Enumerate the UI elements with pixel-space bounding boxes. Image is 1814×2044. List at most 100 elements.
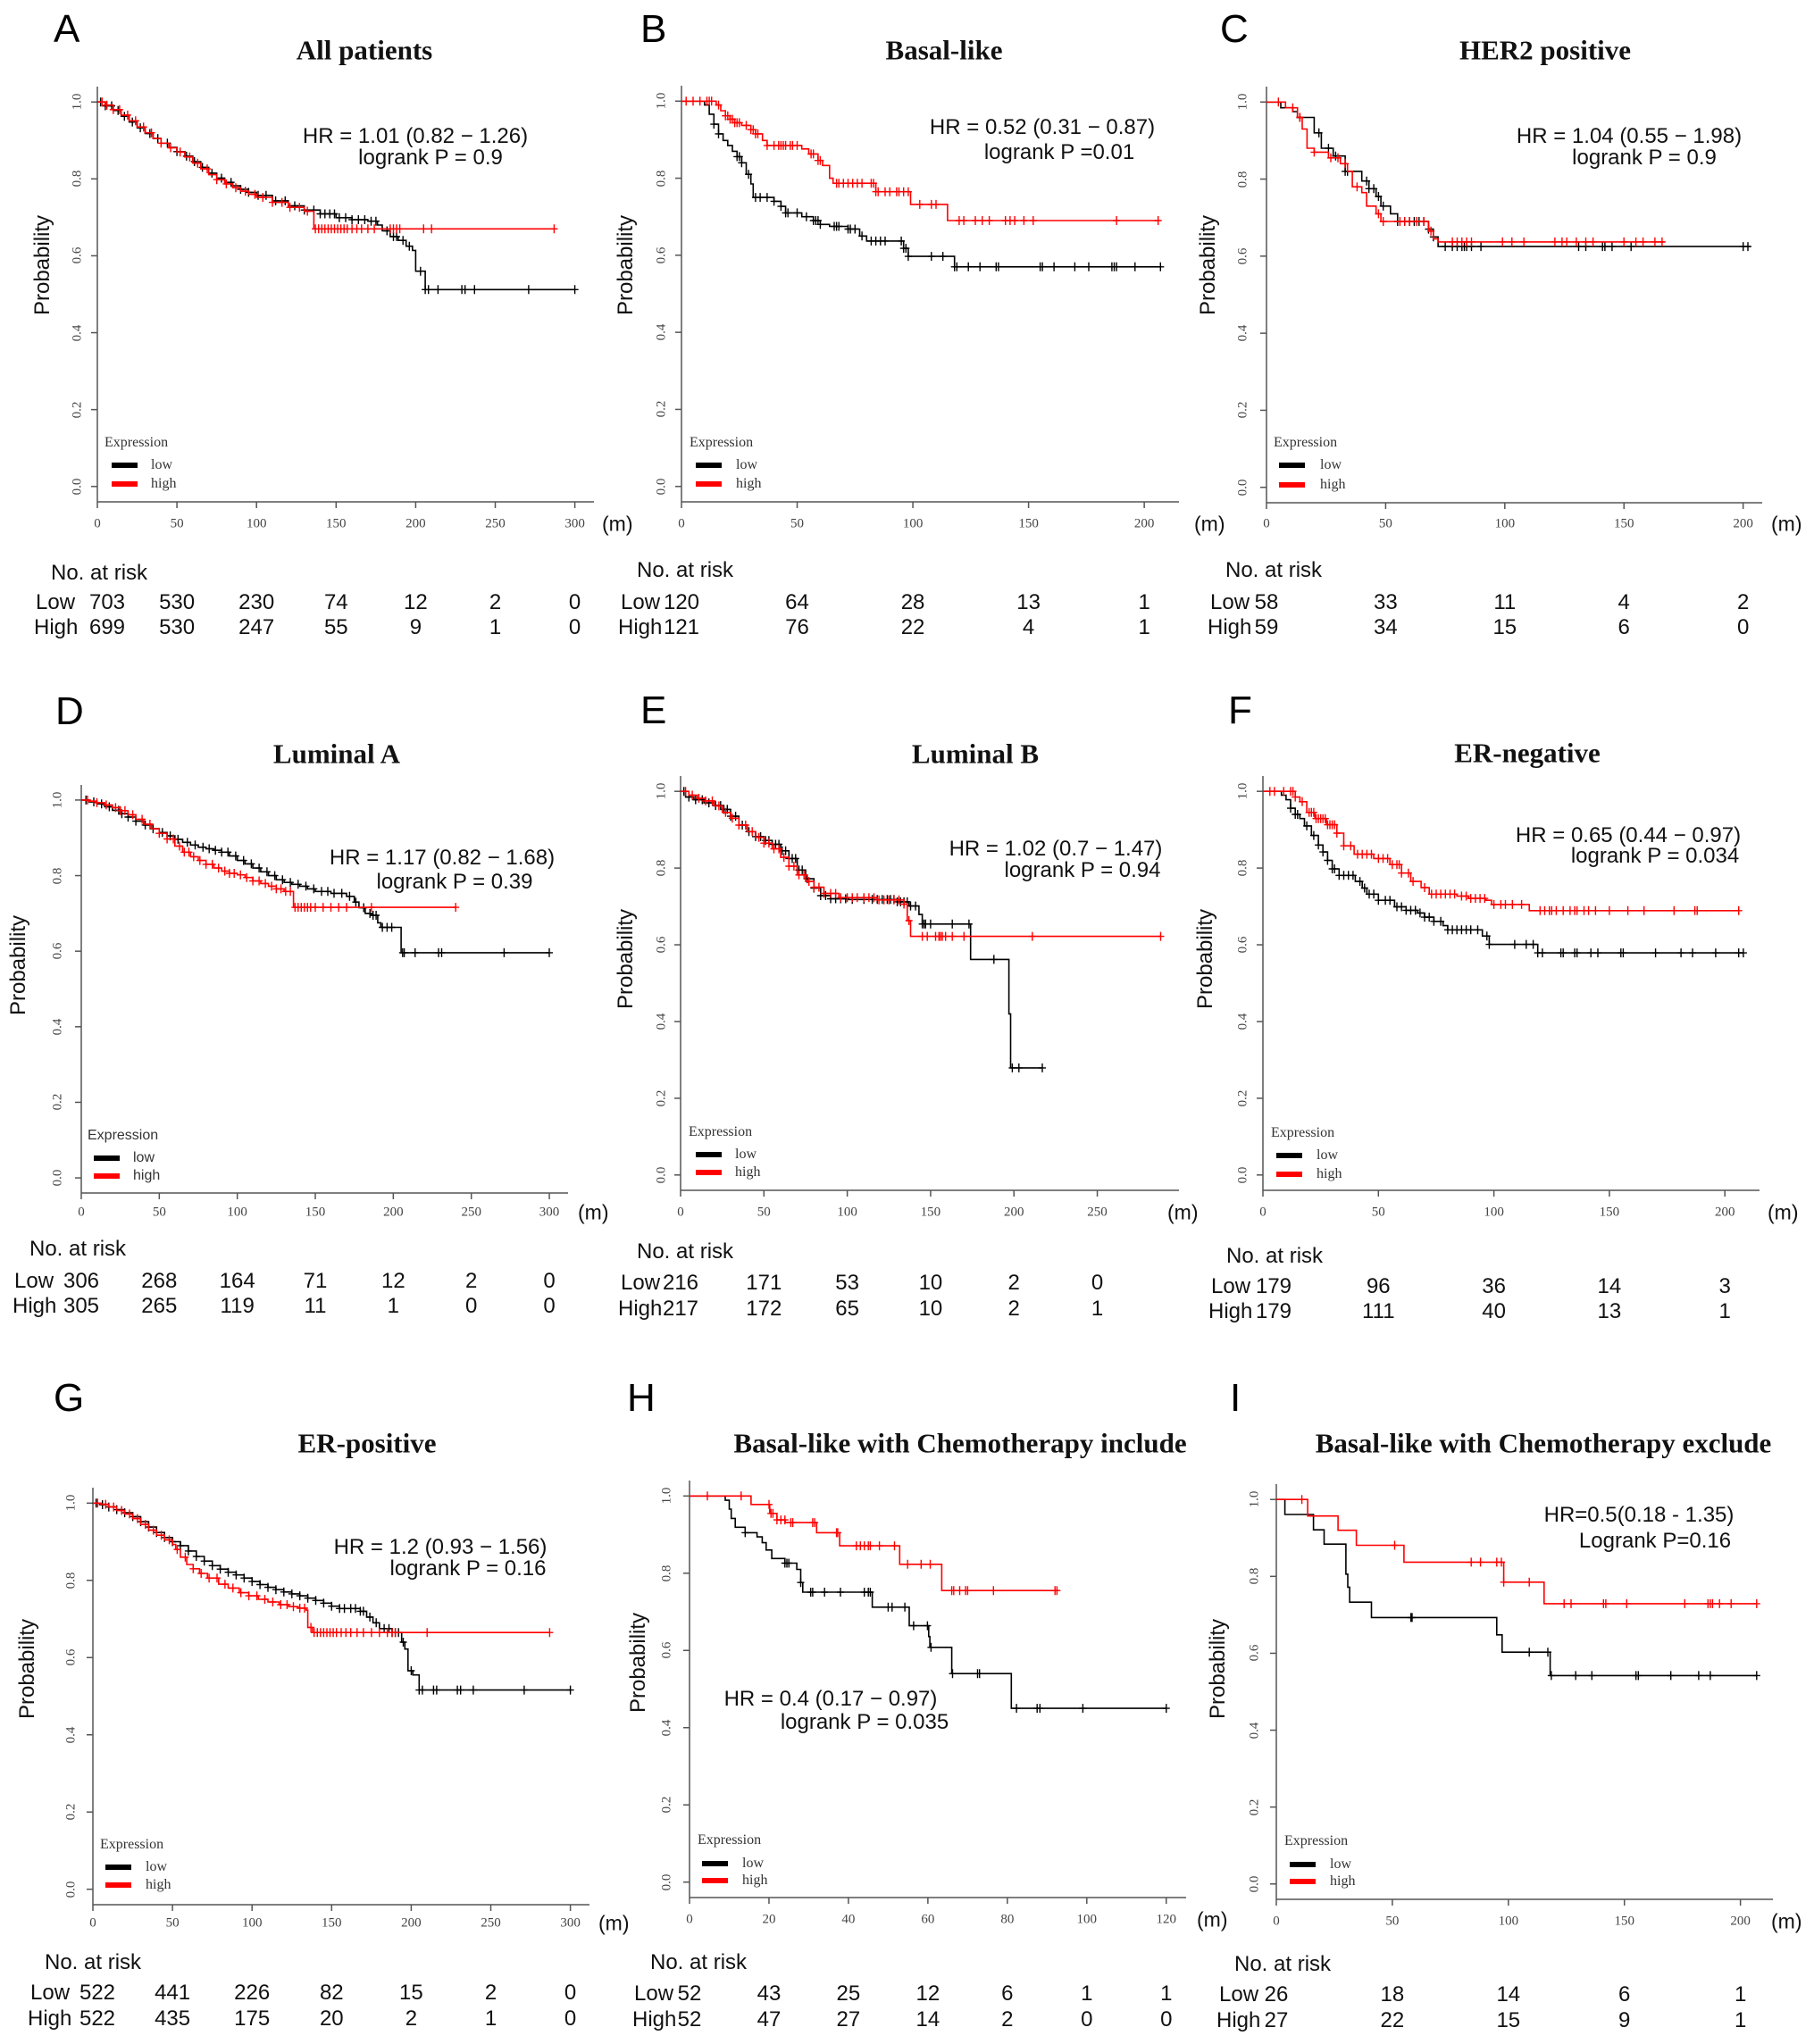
censor-mark-high	[1624, 905, 1632, 915]
censor-mark-high	[1605, 905, 1613, 915]
censor-mark-low	[1572, 1671, 1580, 1681]
censor-mark-low	[1694, 1671, 1702, 1681]
censor-mark-low	[255, 863, 263, 873]
censor-mark-low	[1293, 810, 1301, 819]
censor-mark-low	[715, 129, 723, 138]
censor-mark-high	[915, 199, 924, 209]
censor-mark-high	[1327, 153, 1334, 163]
risk-row-label: High	[1208, 615, 1252, 639]
censor-mark-low	[407, 1666, 415, 1675]
censor-mark-high	[1559, 905, 1567, 915]
x-tick-label: 200	[1003, 1205, 1024, 1220]
censor-mark-high	[189, 852, 197, 862]
hazard-ratio-annotation: HR = 1.04 (0.55 − 1.98)	[1516, 124, 1743, 148]
risk-count: 6	[1618, 615, 1630, 639]
panel-label: G	[54, 1376, 85, 1420]
censor-mark-low	[456, 1685, 464, 1695]
risk-count: 2	[1736, 590, 1750, 614]
x-tick-label: 150	[322, 1915, 342, 1931]
censor-mark-high	[157, 138, 165, 148]
censor-mark-low	[418, 1685, 426, 1695]
censor-mark-high	[1154, 216, 1162, 225]
x-tick-label: 200	[401, 1915, 422, 1931]
risk-count: 22	[900, 615, 925, 639]
hazard-ratio-annotation: logrank P = 0.9	[358, 146, 503, 170]
censor-mark-high	[241, 187, 249, 196]
censor-mark-low	[994, 262, 1002, 271]
panel-label: E	[640, 688, 667, 732]
risk-count: 119	[220, 1294, 255, 1318]
legend-label-high: high	[146, 1877, 171, 1892]
risk-count: 530	[159, 590, 196, 614]
censor-mark-low	[1547, 1671, 1555, 1681]
censor-mark-high	[681, 787, 690, 797]
censor-mark-low	[822, 891, 830, 900]
legend-swatch-high	[696, 1170, 722, 1175]
censor-mark-high	[1020, 216, 1028, 225]
censor-mark-high	[1584, 905, 1592, 915]
censor-mark-low	[1706, 1671, 1714, 1681]
censor-mark-high	[237, 1588, 245, 1598]
censor-mark-high	[1501, 899, 1509, 909]
censor-mark-low	[335, 213, 343, 222]
censor-mark-low	[1442, 242, 1450, 252]
censor-mark-high	[237, 870, 245, 880]
censor-mark-high	[765, 838, 773, 848]
x-tick-label: 150	[1599, 1205, 1620, 1220]
legend-label-high: high	[151, 476, 177, 491]
risk-row-label: High	[34, 615, 79, 639]
censor-mark-high	[173, 1545, 181, 1555]
censor-mark-low	[1398, 902, 1406, 912]
legend-title: Expression	[689, 1124, 753, 1139]
censor-mark-high	[742, 121, 750, 130]
legend-label-low: low	[735, 1147, 757, 1162]
censor-mark-low	[926, 919, 934, 929]
censor-mark-high	[165, 1535, 173, 1545]
censor-mark-high	[1289, 103, 1297, 113]
censor-mark-low	[399, 236, 407, 246]
legend-label-high: high	[1320, 477, 1346, 492]
censor-mark-high	[1681, 1598, 1689, 1608]
legend-label-low: low	[1320, 457, 1342, 472]
x-tick-label: 50	[1385, 1914, 1400, 1929]
censor-mark-high	[793, 140, 801, 150]
risk-count: 0	[543, 1294, 556, 1318]
legend-label-low: low	[1330, 1856, 1351, 1872]
censor-mark-high	[1342, 159, 1350, 169]
censor-mark-low	[770, 196, 778, 206]
censor-mark-high	[307, 1623, 315, 1632]
censor-mark-high	[689, 790, 697, 800]
legend-swatch-low	[1290, 1862, 1316, 1867]
x-tick-label: 100	[227, 1205, 247, 1220]
censor-mark-low	[1370, 889, 1378, 899]
censor-mark-low	[190, 157, 198, 166]
censor-mark-high	[189, 1564, 197, 1573]
x-tick-label: 200	[1730, 1914, 1751, 1929]
censor-mark-high	[1404, 868, 1412, 878]
censor-mark-high	[1517, 899, 1526, 909]
censor-mark-high	[1467, 237, 1475, 246]
censor-mark-low	[798, 865, 807, 875]
legend-title: Expression	[1271, 1125, 1335, 1140]
x-tick-label: 50	[1371, 1205, 1385, 1220]
censor-mark-low	[288, 1589, 296, 1598]
chart-title: All patients	[296, 34, 433, 66]
censor-mark-high	[941, 931, 949, 941]
censor-mark-low	[342, 213, 349, 222]
censor-mark-high	[84, 795, 91, 805]
x-axis-unit-label: (m)	[602, 512, 633, 536]
censor-mark-low	[438, 947, 446, 957]
risk-count: 1	[1138, 615, 1150, 639]
censor-mark-high	[205, 1573, 213, 1583]
censor-mark-high	[978, 216, 986, 225]
legend-label-low: low	[1317, 1147, 1338, 1163]
censor-mark-low	[318, 887, 325, 897]
censor-mark-high	[262, 879, 270, 889]
censor-mark-high	[312, 903, 319, 913]
censor-mark-high	[832, 889, 840, 898]
